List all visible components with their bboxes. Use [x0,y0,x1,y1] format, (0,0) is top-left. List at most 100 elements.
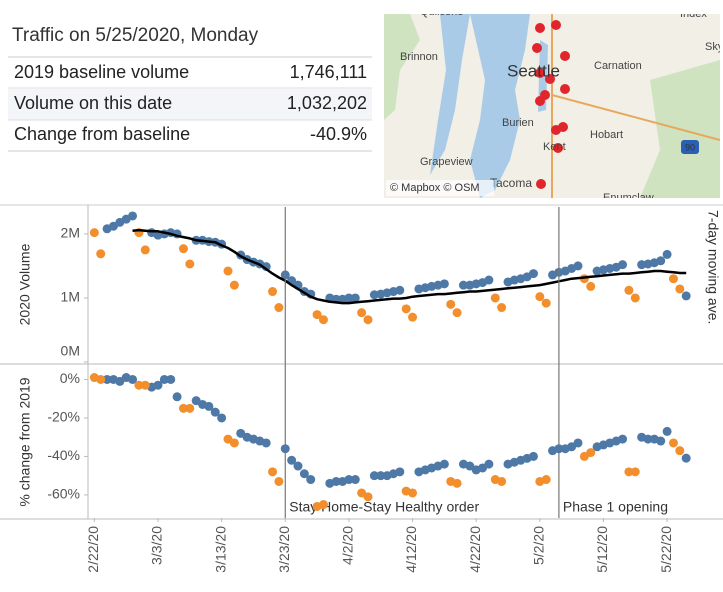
data-point [452,308,462,318]
data-point [318,315,328,325]
data-point [656,436,666,446]
dashboard-title: Traffic on 5/25/2020, Monday [12,25,259,46]
row-value: 1,746,111 [290,62,367,82]
data-point [204,401,214,411]
row-value: -40.9% [310,124,367,144]
data-point [675,284,685,294]
highway-shield [681,140,699,154]
data-point [128,211,138,221]
data-point [229,438,239,448]
row-value: 1,032,202 [287,93,367,113]
place-label: Grapeview [420,156,473,168]
map[interactable]: Quilcene Brinnon Seattle Carnation Burie… [384,6,723,204]
data-point [668,438,678,448]
map-water [430,14,470,175]
y-axis-title: 2020 Volume [17,243,33,325]
data-point [159,374,169,384]
data-point [223,266,233,276]
data-point [554,444,564,454]
data-point [675,446,685,456]
data-point [528,451,538,461]
data-point [274,476,284,486]
y-tick-label: -20% [47,409,80,425]
data-point [484,459,494,469]
data-point [350,475,360,485]
data-point [452,478,462,488]
data-point [185,403,195,413]
data-point [140,245,150,255]
place-label: Sky [705,41,723,53]
place-label: Tacoma [490,176,532,190]
data-point [395,467,405,477]
map-attribution: © Mapbox © OSM [390,182,480,194]
data-point [497,476,507,486]
data-point [439,459,449,469]
data-point [681,291,691,301]
x-tick-label: 4/12/20 [403,526,419,573]
data-point [630,293,640,303]
data-point [134,380,144,390]
data-point [662,249,672,259]
data-point [376,471,386,481]
y-tick-label: 1M [61,289,80,305]
data-point [210,407,220,417]
x-tick-label: 3/23/20 [276,526,292,573]
data-point [363,492,373,502]
data-point [350,293,360,303]
x-tick-label: 3/13/20 [212,526,228,573]
data-point [630,467,640,477]
data-point [624,285,634,295]
place-label: Index [680,8,707,20]
x-tick-label: 3/3/20 [149,526,165,565]
data-point [268,467,278,477]
data-point [401,304,411,314]
data-point [287,455,297,465]
data-point [293,461,303,471]
x-tick-label: 5/2/20 [531,526,547,565]
y-tick-label: 2M [61,225,80,241]
place-label: Seattle [507,61,560,80]
x-tick-label: 4/2/20 [340,526,356,565]
data-point [618,260,628,270]
data-point [178,403,188,413]
data-point [573,438,583,448]
row-label: Change from baseline [14,124,190,144]
data-point [261,438,271,448]
data-point [331,476,341,486]
place-label: Carnation [594,60,642,72]
data-point [280,444,290,454]
y-tick-label: -60% [47,486,80,502]
y-tick-label: 0M [61,343,80,359]
data-point [497,303,507,313]
x-tick-label: 2/22/20 [85,526,101,573]
data-point [484,275,494,285]
data-point [172,392,182,402]
place-label: Kent [543,141,566,153]
data-point [681,453,691,463]
data-point [490,293,500,303]
data-point [96,249,106,259]
place-label: Quilcene [420,6,463,18]
moving-average-line [132,228,687,305]
data-point [643,434,653,444]
data-point [624,467,634,477]
data-point [586,281,596,291]
data-point [102,374,112,384]
x-tick-label: 5/12/20 [594,526,610,573]
place-label: Enumclaw [603,192,654,204]
data-point [185,259,195,269]
data-point [573,261,583,271]
x-tick-label: 5/22/20 [658,526,674,573]
data-point [344,475,354,485]
data-point [369,471,379,481]
data-point [541,475,551,485]
data-point [178,244,188,254]
data-point [528,269,538,279]
data-point [96,374,106,384]
data-point [357,308,367,318]
annotation-text: Stay Home-Stay Healthy order [289,499,479,515]
y-tick-label: -40% [47,447,80,463]
data-point [128,374,138,384]
data-point [89,228,99,238]
